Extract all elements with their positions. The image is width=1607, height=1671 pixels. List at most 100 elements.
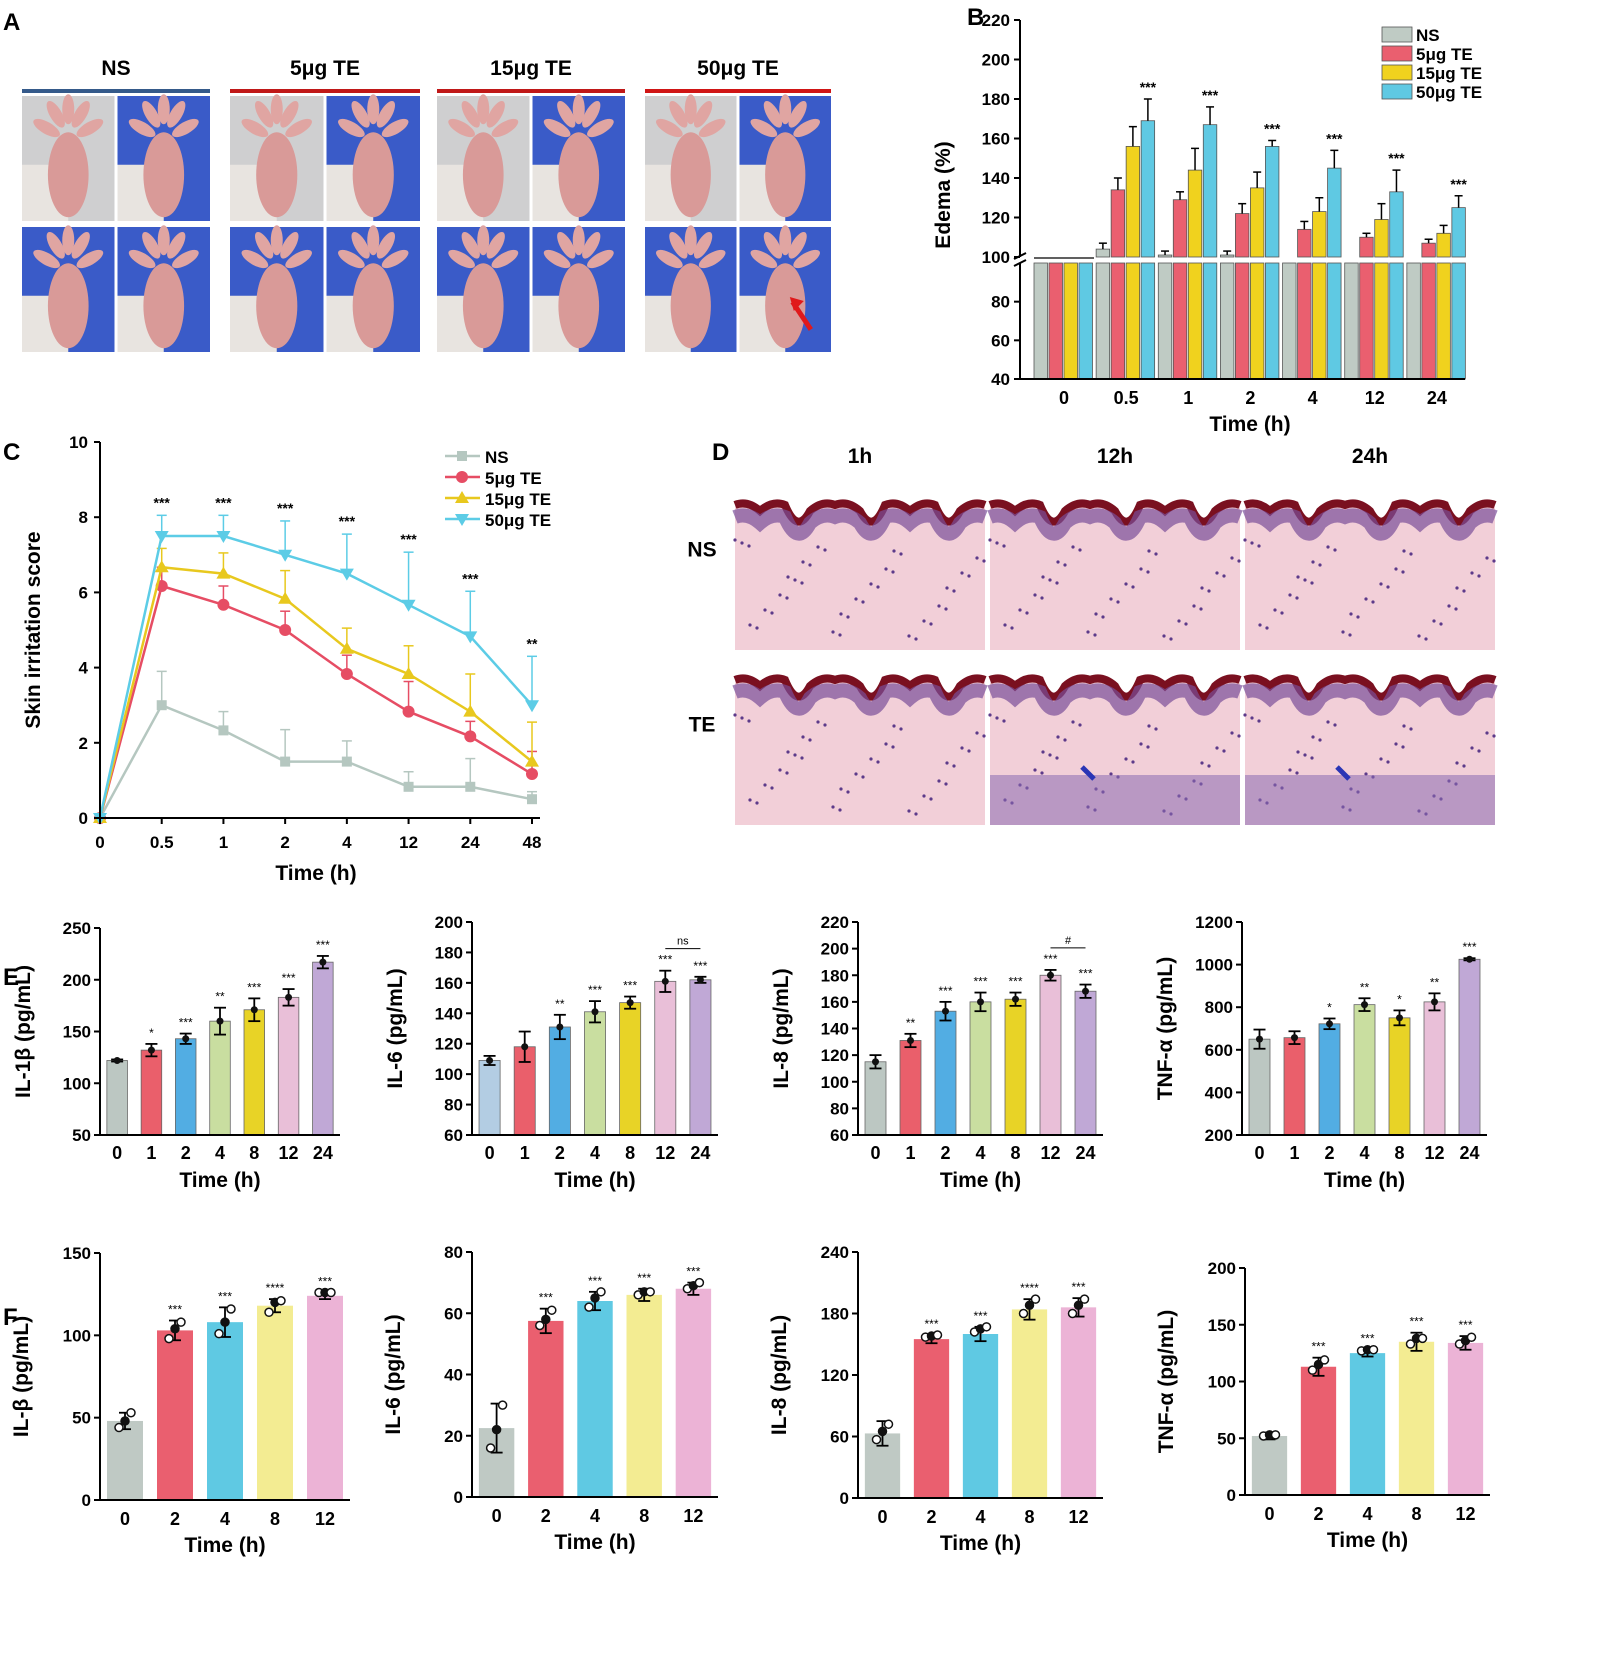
paw-photo xyxy=(117,225,210,352)
y-tick-label: 50 xyxy=(72,1409,91,1428)
cell-nucleus xyxy=(884,567,888,571)
cell-nucleus xyxy=(1146,745,1150,749)
paw-toe xyxy=(167,231,186,259)
bar-b-15μg TE-2-lower xyxy=(1250,262,1265,380)
cell-nucleus xyxy=(1094,612,1098,616)
series-line-NS xyxy=(98,703,533,819)
cell-nucleus xyxy=(975,731,979,735)
cell-nucleus xyxy=(1379,757,1383,761)
cell-nucleus xyxy=(1394,742,1398,746)
marker-square xyxy=(280,756,291,767)
cell-nucleus xyxy=(1424,637,1428,641)
histology-image xyxy=(732,655,988,825)
paw-toe xyxy=(367,94,380,125)
panel-a-paw-photos: NS 5μg TE 15μg TE 50μg TE xyxy=(22,57,831,352)
paw-toe xyxy=(33,118,60,138)
x-tick-label: 2 xyxy=(555,1143,565,1163)
cell-nucleus xyxy=(1409,727,1413,731)
y-tick-label: 60 xyxy=(830,1126,849,1145)
cell-nucleus xyxy=(1439,622,1443,626)
cell-nucleus xyxy=(839,612,843,616)
significance-label: ** xyxy=(527,635,538,651)
y-axis-title: IL-8 (pg/mL) xyxy=(768,1315,791,1435)
data-point xyxy=(1396,1014,1403,1022)
significance-label: *** xyxy=(637,1271,651,1285)
y-tick-label: 80 xyxy=(991,293,1010,312)
bar-b-50μg TE-2 xyxy=(1265,145,1280,258)
data-point xyxy=(872,1058,879,1066)
data-point xyxy=(535,1320,545,1331)
cell-nucleus xyxy=(793,753,797,757)
cell-nucleus xyxy=(1147,549,1151,553)
bar-E1-1 xyxy=(140,1049,163,1136)
data-point xyxy=(584,1302,594,1312)
cell-nucleus xyxy=(1033,593,1037,597)
y-tick-label: 140 xyxy=(435,1004,463,1023)
x-tick-label: 8 xyxy=(1024,1507,1034,1527)
significance-label: *** xyxy=(1264,120,1281,136)
x-tick-label: 8 xyxy=(639,1506,649,1526)
x-tick-label: 12 xyxy=(1455,1504,1475,1524)
x-tick-label: 24 xyxy=(1459,1143,1479,1163)
paw-toe xyxy=(491,118,519,138)
significance-label: ** xyxy=(1360,980,1370,994)
paw-toe xyxy=(172,118,199,138)
cell-nucleus xyxy=(892,549,896,553)
significance-label: *** xyxy=(1043,952,1057,966)
y-tick-label: 100 xyxy=(982,248,1010,267)
cell-nucleus xyxy=(1257,544,1261,548)
paw-toe xyxy=(255,231,274,259)
cell-nucleus xyxy=(869,582,873,586)
paw-toe xyxy=(486,100,505,128)
cell-nucleus xyxy=(1146,570,1150,574)
cell-nucleus xyxy=(839,787,843,791)
series-line-15μg TE xyxy=(98,565,533,819)
significance-label: *** xyxy=(588,1274,602,1288)
y-tick-label: 240 xyxy=(821,1243,849,1262)
paw-photo xyxy=(532,94,625,221)
cell-nucleus xyxy=(1222,574,1226,578)
cell-nucleus xyxy=(876,760,880,764)
paw-photo xyxy=(22,225,115,352)
cell-nucleus xyxy=(891,745,895,749)
x-tick-label: 8 xyxy=(625,1143,635,1163)
bar-b-15μg TE-1 xyxy=(1187,169,1203,258)
bar-b-NS-2 xyxy=(1220,254,1235,258)
bar-E2-0 xyxy=(478,1060,501,1136)
paw-sole xyxy=(765,263,806,349)
panel-label-c: C xyxy=(3,439,20,466)
cell-nucleus xyxy=(1455,761,1459,765)
data-point xyxy=(1291,1034,1298,1042)
significance-label: *** xyxy=(1202,87,1219,103)
bar-b-5μg TE-24-lower xyxy=(1421,262,1436,380)
significance-label: *** xyxy=(1326,130,1343,146)
y-tick-label: 120 xyxy=(821,1046,849,1065)
significance-label: *** xyxy=(973,1309,987,1323)
data-point xyxy=(1047,971,1054,979)
x-tick-label: 0.5 xyxy=(150,833,174,852)
data-point xyxy=(486,1056,494,1064)
cell-nucleus xyxy=(755,626,759,630)
y-tick-label: 100 xyxy=(1208,1373,1236,1392)
bar-b-15μg TE-2 xyxy=(1250,187,1265,258)
bar-E4-8 xyxy=(1388,1017,1411,1136)
paw-photo xyxy=(739,94,831,221)
significance-label: *** xyxy=(623,979,637,993)
cell-nucleus xyxy=(1296,575,1300,579)
paw-toe xyxy=(338,249,365,269)
cell-nucleus xyxy=(816,545,820,549)
data-point xyxy=(214,1328,224,1339)
chart-F4: 0 *** 2 *** 4 *** 8 *** 12 0 50 100 150 200 Time (h) TN… xyxy=(1155,1259,1490,1552)
paw-sole xyxy=(352,263,394,349)
x-tick-label: 1 xyxy=(1183,388,1193,408)
cell-nucleus xyxy=(899,727,903,731)
bar-E3-2 xyxy=(934,1010,957,1136)
epidermis xyxy=(987,508,1243,541)
cell-nucleus xyxy=(1303,753,1307,757)
cell-nucleus xyxy=(1041,575,1045,579)
y-tick-label: 60 xyxy=(830,1428,849,1447)
data-point xyxy=(1431,998,1438,1006)
bar-E4-0 xyxy=(1248,1038,1271,1136)
marker-inv-triangle xyxy=(463,631,478,644)
significance-label: **** xyxy=(1020,1281,1039,1295)
